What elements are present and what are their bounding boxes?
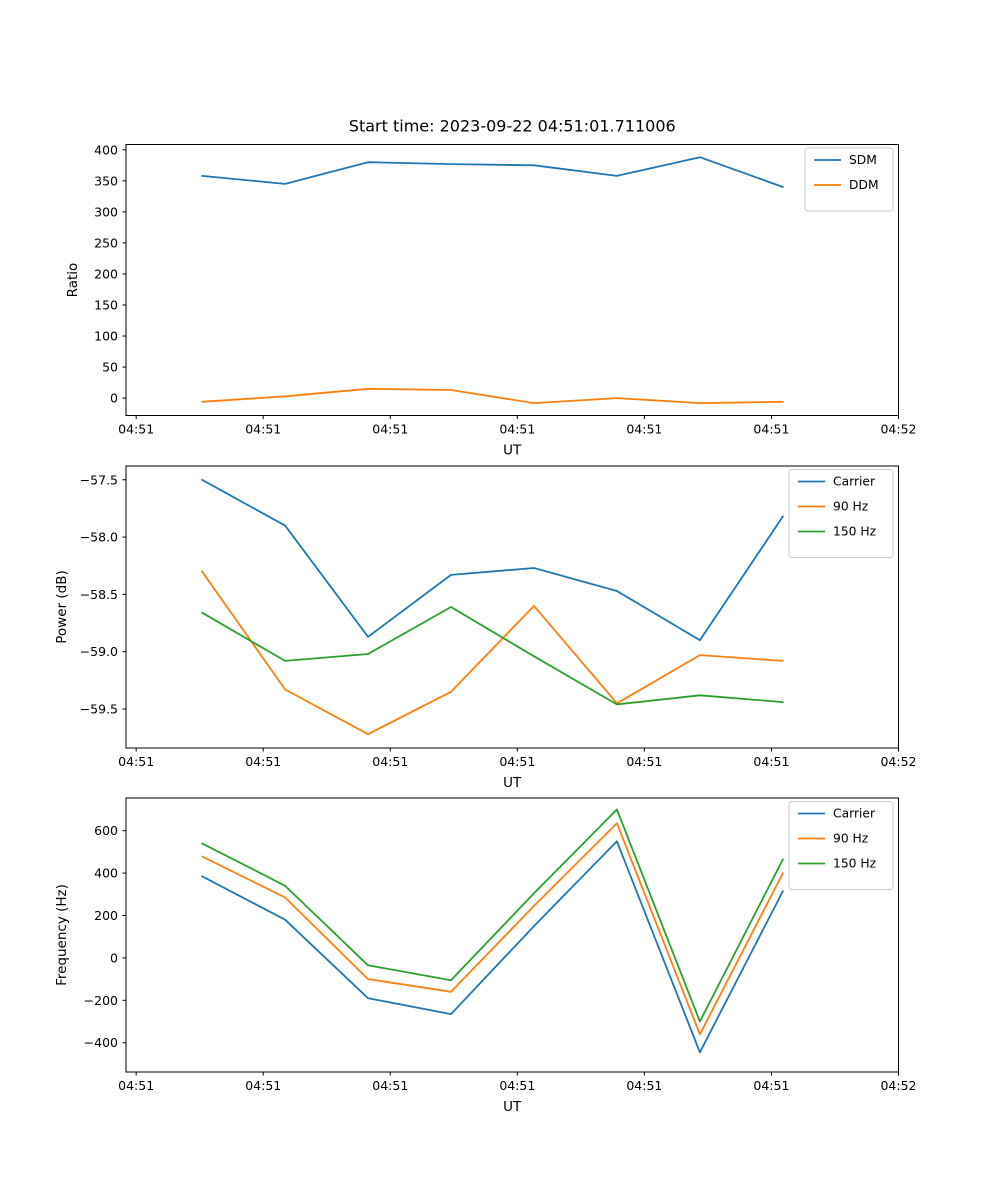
x-tick-label: 04:51 xyxy=(626,1078,662,1093)
y-tick-label: 200 xyxy=(94,266,118,281)
x-tick-label: 04:51 xyxy=(372,422,408,437)
legend-label: 90 Hz xyxy=(833,500,868,514)
plot-area-border xyxy=(125,144,899,416)
y-axis-label: Frequency (Hz) xyxy=(54,884,70,986)
y-tick-label: 400 xyxy=(94,142,118,157)
x-tick-label: 04:51 xyxy=(753,1078,789,1093)
series-line-150-hz xyxy=(201,606,784,706)
x-tick-label: 04:52 xyxy=(880,1078,916,1093)
y-tick-label: 150 xyxy=(94,297,118,312)
y-tick-label: 300 xyxy=(94,204,118,219)
series-line-carrier xyxy=(201,840,784,1054)
x-tick-label: 04:51 xyxy=(245,422,281,437)
series-line-90-hz xyxy=(201,822,784,1036)
x-tick-label: 04:51 xyxy=(499,1078,535,1093)
x-axis-label: UT xyxy=(503,443,522,459)
x-tick-label: 04:51 xyxy=(499,754,535,769)
y-tick-label: 200 xyxy=(94,908,118,923)
x-tick-label: 04:51 xyxy=(372,754,408,769)
x-tick-label: 04:51 xyxy=(118,422,154,437)
legend-box xyxy=(788,469,894,558)
series-line-sdm xyxy=(201,156,784,188)
y-tick-label: −58.0 xyxy=(80,530,118,545)
legend-box xyxy=(788,801,894,890)
x-tick-label: 04:52 xyxy=(880,422,916,437)
series-line-90-hz xyxy=(201,570,784,736)
legend-label: Carrier xyxy=(833,475,876,489)
x-tick-label: 04:51 xyxy=(245,754,281,769)
plot-area-border xyxy=(125,465,899,749)
series-line-150-hz xyxy=(201,808,784,1023)
x-tick-label: 04:51 xyxy=(245,1078,281,1093)
chart-title: Start time: 2023-09-22 04:51:01.711006 xyxy=(349,117,676,136)
legend-label: SDM xyxy=(849,153,877,167)
x-tick-label: 04:51 xyxy=(753,754,789,769)
x-tick-label: 04:51 xyxy=(499,422,535,437)
y-tick-label: −57.5 xyxy=(80,472,118,487)
legend-label: DDM xyxy=(849,178,879,192)
y-tick-label: 50 xyxy=(102,360,118,375)
legend-label: Carrier xyxy=(833,807,876,821)
x-axis-label: UT xyxy=(503,1099,522,1115)
series-line-ddm xyxy=(201,387,784,405)
y-tick-label: 400 xyxy=(94,866,118,881)
x-tick-label: 04:51 xyxy=(626,754,662,769)
x-tick-label: 04:51 xyxy=(118,1078,154,1093)
legend-box xyxy=(804,147,894,212)
y-tick-label: −400 xyxy=(84,1035,118,1050)
x-tick-label: 04:51 xyxy=(372,1078,408,1093)
x-axis-label: UT xyxy=(503,775,522,791)
legend-label: 150 Hz xyxy=(833,525,876,539)
legend-label: 150 Hz xyxy=(833,857,876,871)
y-tick-label: 0 xyxy=(110,391,118,406)
y-tick-label: 0 xyxy=(110,950,118,965)
y-tick-label: −200 xyxy=(84,993,118,1008)
legend-label: 90 Hz xyxy=(833,832,868,846)
x-tick-label: 04:51 xyxy=(626,422,662,437)
y-axis-label: Ratio xyxy=(65,263,81,298)
x-tick-label: 04:52 xyxy=(880,754,916,769)
x-tick-label: 04:51 xyxy=(753,422,789,437)
y-axis-label: Power (dB) xyxy=(54,570,70,643)
y-tick-label: 600 xyxy=(94,823,118,838)
y-tick-label: −58.5 xyxy=(80,587,118,602)
y-tick-label: −59.0 xyxy=(80,644,118,659)
y-tick-label: 250 xyxy=(94,235,118,250)
series-line-carrier xyxy=(201,478,784,642)
x-tick-label: 04:51 xyxy=(118,754,154,769)
y-tick-label: −59.5 xyxy=(80,702,118,717)
y-tick-label: 100 xyxy=(94,329,118,344)
plot-area-border xyxy=(125,797,899,1073)
y-tick-label: 350 xyxy=(94,173,118,188)
